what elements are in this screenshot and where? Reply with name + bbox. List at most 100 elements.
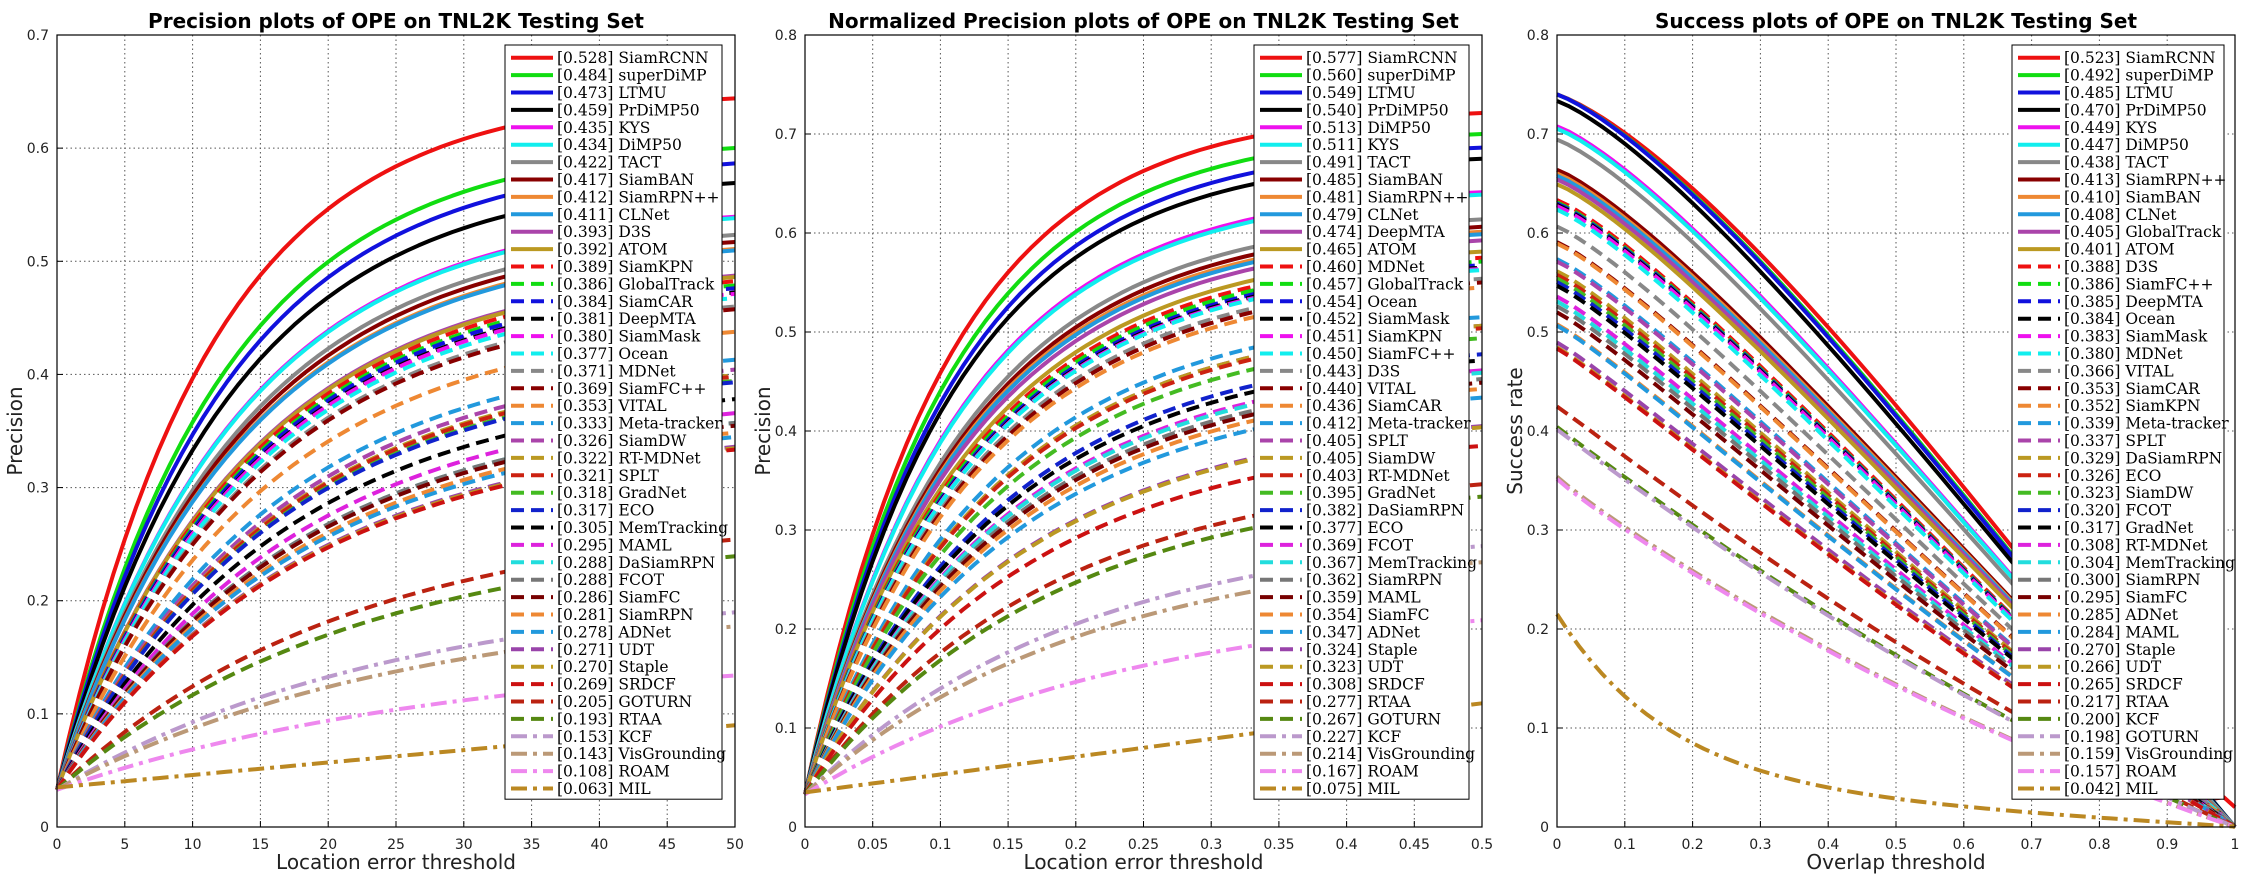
y-tick-label: 0.7 — [27, 28, 49, 44]
chart-panel-1: 0 5 10 15 20 25 30 35 40 45 50 0 0.1 0.2 0.3 0.4 0.5 0.6 0… — [3, 9, 744, 874]
legend-entry: [0.447] DiMP50 — [2064, 136, 2189, 154]
x-tick-label: 0.7 — [2020, 837, 2042, 853]
legend-entry: [0.408] CLNet — [2064, 206, 2177, 224]
series-line — [1555, 404, 2236, 829]
legend-entry: [0.269] SRDCF — [557, 676, 676, 694]
series-line — [55, 411, 736, 791]
x-axis-label: Location error threshold — [276, 850, 516, 874]
legend-entry: [0.385] DeepMTA — [2064, 293, 2203, 311]
y-tick-label: 0.2 — [1527, 622, 1549, 638]
legend-entry: [0.451] SiamKPN — [1306, 328, 1442, 346]
legend-entry: [0.479] CLNet — [1306, 206, 1419, 224]
y-tick-label: 0.7 — [1527, 127, 1549, 143]
legend-entry: [0.389] SiamKPN — [557, 258, 693, 276]
series-line — [1556, 304, 2237, 829]
legend-entry: [0.369] FCOT — [1306, 536, 1414, 554]
y-tick-label: 0 — [1540, 820, 1549, 836]
legend-entry: [0.362] SiamRPN — [1306, 571, 1443, 589]
x-tick-label: 0.8 — [2088, 837, 2110, 853]
x-tick-label: 0.6 — [1953, 837, 1975, 853]
axes-frame — [56, 34, 736, 828]
y-tick-label: 0.2 — [27, 594, 49, 610]
y-tick-label: 0.3 — [775, 523, 797, 539]
legend-entry: [0.205] GOTURN — [557, 693, 692, 711]
legend-entry: [0.308] RT-MDNet — [2064, 536, 2208, 554]
legend-entry: [0.422] TACT — [557, 154, 662, 172]
series-line — [55, 610, 736, 792]
series-line — [1555, 346, 2236, 829]
legend-entry: [0.382] DaSiamRPN — [1306, 502, 1464, 520]
series-line — [1556, 224, 2237, 829]
series-line — [55, 283, 736, 791]
legend-entry: [0.353] VITAL — [557, 397, 667, 415]
x-tick-label: 15 — [251, 837, 269, 853]
legend-entry: [0.367] MemTracking — [1306, 554, 1477, 572]
x-tick-label: 0.5 — [1885, 837, 1907, 853]
legend-entry: [0.337] SPLT — [2064, 432, 2166, 450]
x-tick-label: 0 — [1553, 837, 1562, 853]
legend-entry: [0.214] VisGrounding — [1306, 745, 1475, 763]
legend-entry: [0.286] SiamFC — [557, 589, 681, 607]
y-tick-label: 0.8 — [775, 28, 797, 44]
x-tick-label: 45 — [658, 837, 676, 853]
x-tick-label: 1 — [2231, 837, 2240, 853]
legend-entry: [0.317] ECO — [557, 502, 654, 520]
y-tick-label: 0.1 — [1527, 721, 1549, 737]
legend-entry: [0.384] Ocean — [2064, 310, 2175, 328]
y-tick-label: 0.8 — [1527, 28, 1549, 44]
x-tick-label: 50 — [726, 837, 744, 853]
legend-entry: [0.371] MDNet — [557, 362, 676, 380]
legend-entry: [0.511] KYS — [1306, 136, 1399, 154]
legend: [0.523] SiamRCNN[0.492] superDiMP[0.485]… — [2011, 44, 2235, 800]
legend-entry: [0.377] Ocean — [557, 345, 668, 363]
legend-entry: [0.381] DeepMTA — [557, 310, 696, 328]
legend-entry: [0.474] DeepMTA — [1306, 223, 1445, 241]
series-line — [55, 447, 736, 791]
legend-entry: [0.470] PrDiMP50 — [2064, 101, 2207, 119]
y-tick-label: 0.5 — [1527, 325, 1549, 341]
legend-entry: [0.200] KCF — [2064, 710, 2159, 728]
chart-panel-2: 0 0.05 0.1 0.15 0.2 0.25 0.3 0.35 0.4 0.45 0.5 0 0.1… — [751, 9, 1493, 874]
x-tick-label: 0.05 — [857, 837, 888, 853]
legend-entry: [0.265] SRDCF — [2064, 676, 2183, 694]
legend-entry: [0.108] ROAM — [557, 763, 670, 781]
legend-entry: [0.443] D3S — [1306, 362, 1400, 380]
legend-entry: [0.333] Meta-tracker — [557, 415, 722, 433]
x-tick-label: 0.5 — [1471, 837, 1493, 853]
y-tick-label: 0.5 — [775, 325, 797, 341]
series-line — [55, 286, 736, 791]
legend-entry: [0.549] LTMU — [1306, 84, 1416, 102]
x-tick-label: 0.35 — [1263, 837, 1294, 853]
legend-entry: [0.359] MAML — [1306, 589, 1421, 607]
legend-entry: [0.270] Staple — [2064, 641, 2176, 659]
legend-entry: [0.403] RT-MDNet — [1306, 467, 1450, 485]
y-tick-label: 0.6 — [27, 141, 49, 157]
legend-entry: [0.366] VITAL — [2064, 362, 2174, 380]
legend-entry: [0.384] SiamCAR — [557, 293, 694, 311]
legend-entry: [0.339] Meta-tracker — [2064, 415, 2229, 433]
legend-entry: [0.143] VisGrounding — [557, 745, 726, 763]
y-tick-label: 0.5 — [27, 254, 49, 270]
legend-entry: [0.159] VisGrounding — [2064, 745, 2233, 763]
legend-entry: [0.227] KCF — [1306, 728, 1401, 746]
legend-entry: [0.284] MAML — [2064, 623, 2179, 641]
legend-entry: [0.383] SiamMask — [2064, 328, 2208, 346]
x-axis-label: Overlap threshold — [1806, 850, 1985, 874]
legend-entry: [0.454] Ocean — [1306, 293, 1417, 311]
legend-entry: [0.386] SiamFC++ — [2064, 275, 2214, 293]
x-tick-label: 25 — [387, 837, 405, 853]
legend-entry: [0.321] SPLT — [557, 467, 659, 485]
legend-entry: [0.288] FCOT — [557, 571, 665, 589]
legend-entry: [0.305] MemTracking — [557, 519, 728, 537]
legend-entry: [0.577] SiamRCNN — [1306, 49, 1458, 67]
legend-entry: [0.380] MDNet — [2064, 345, 2183, 363]
legend-entry: [0.523] SiamRCNN — [2064, 49, 2216, 67]
y-tick-label: 0.4 — [27, 367, 49, 383]
legend-entry: [0.326] ECO — [2064, 467, 2161, 485]
legend-entry: [0.075] MIL — [1306, 780, 1400, 798]
legend-entry: [0.417] SiamBAN — [557, 171, 694, 189]
series-line — [55, 357, 736, 791]
legend-entry: [0.485] SiamBAN — [1306, 171, 1443, 189]
chart-title: Precision plots of OPE on TNL2K Testing … — [148, 9, 644, 33]
legend-entry: [0.460] MDNet — [1306, 258, 1425, 276]
